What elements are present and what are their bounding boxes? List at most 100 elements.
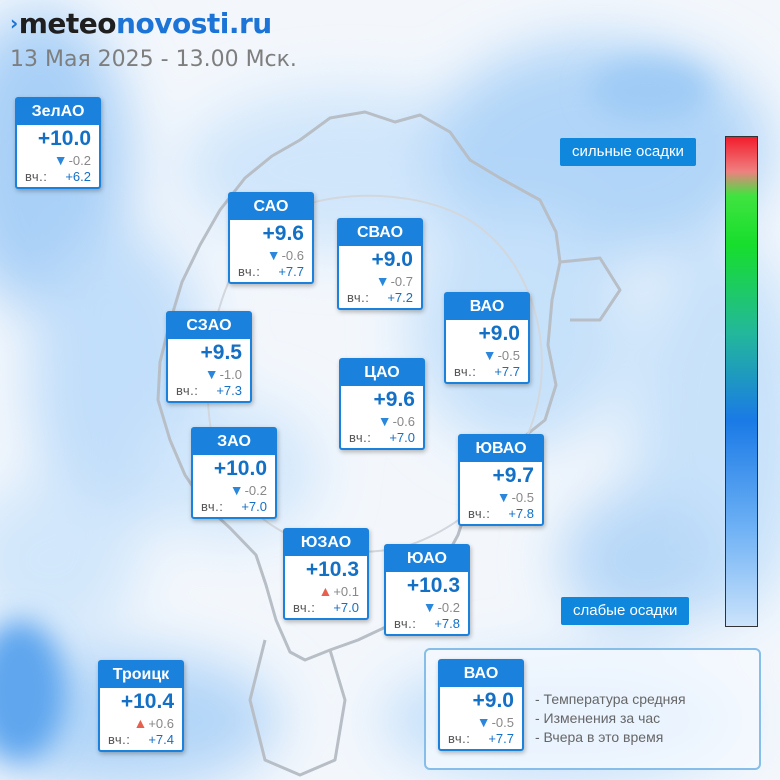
hourly-change: ▼-1.0: [168, 366, 250, 382]
hourly-change: ▼-0.2: [17, 152, 99, 168]
hourly-change: ▼-0.5: [446, 347, 528, 363]
up-arrow-icon: ▲: [133, 715, 148, 731]
yesterday-row: вч.: +7.8: [460, 505, 542, 524]
change-value: -0.6: [392, 414, 415, 429]
district-temp: +9.7: [492, 464, 534, 487]
yesterday-row: вч.: +7.4: [100, 731, 182, 750]
yesterday-row: вч.: +7.7: [446, 363, 528, 382]
legend-line-change: - Изменения за час: [535, 710, 661, 726]
yesterday-label: вч.:: [25, 169, 48, 184]
district-name: САО: [230, 194, 312, 220]
yesterday-label: вч.:: [201, 499, 224, 514]
hourly-change: ▲+0.1: [285, 583, 367, 599]
yesterday-label: вч.:: [238, 264, 261, 279]
yesterday-value: +7.0: [241, 499, 267, 514]
district-temp: +9.6: [373, 388, 415, 411]
logo-suffix: novosti.ru: [116, 7, 272, 40]
down-arrow-icon: ▼: [377, 413, 392, 429]
yesterday-row: вч.: +7.0: [193, 498, 275, 517]
district-name: СЗАО: [168, 313, 250, 339]
district-name: ВАО: [440, 661, 522, 687]
district-name: ЮВАО: [460, 436, 542, 462]
up-arrow-icon: ▲: [318, 583, 333, 599]
yesterday-label: вч.:: [176, 383, 199, 398]
district-card-svao: СВАО +9.0 ▼-0.7 вч.: +7.2: [337, 218, 423, 310]
yesterday-label: вч.:: [394, 616, 417, 631]
district-card-cao: ЦАО +9.6 ▼-0.6 вч.: +7.0: [339, 358, 425, 450]
change-value: -0.5: [497, 348, 520, 363]
legend-line-temp: - Температура средняя: [535, 691, 686, 707]
hourly-change: ▼-0.5: [440, 714, 522, 730]
district-name: ЮАО: [386, 546, 468, 572]
yesterday-row: вч.: +6.2: [17, 168, 99, 187]
precip-low-label: слабые осадки: [561, 597, 690, 625]
hourly-change: ▲+0.6: [100, 715, 182, 731]
down-arrow-icon: ▼: [422, 599, 437, 615]
yesterday-label: вч.:: [293, 600, 316, 615]
hourly-change: ▼-0.2: [193, 482, 275, 498]
district-card-troitsk: Троицк +10.4 ▲+0.6 вч.: +7.4: [98, 660, 184, 752]
district-card-yuzao: ЮЗАО +10.3 ▲+0.1 вч.: +7.0: [283, 528, 369, 620]
district-temp: +9.5: [200, 341, 242, 364]
yesterday-row: вч.: +7.8: [386, 615, 468, 634]
hourly-change: ▼-0.6: [341, 413, 423, 429]
change-value: -0.5: [511, 490, 534, 505]
district-card-zao: ЗАО +10.0 ▼-0.2 вч.: +7.0: [191, 427, 277, 519]
district-name: Троицк: [100, 662, 182, 688]
down-arrow-icon: ▼: [204, 366, 219, 382]
yesterday-row: вч.: +7.7: [440, 730, 522, 749]
yesterday-value: +7.0: [389, 430, 415, 445]
district-card-zelao: ЗелАО +10.0 ▼-0.2 вч.: +6.2: [15, 97, 101, 189]
site-logo[interactable]: ›meteonovosti.ru: [10, 6, 297, 41]
district-card-szao: СЗАО +9.5 ▼-1.0 вч.: +7.3: [166, 311, 252, 403]
header: ›meteonovosti.ru 13 Мая 2025 - 13.00 Мск…: [10, 6, 297, 72]
yesterday-value: +7.3: [216, 383, 242, 398]
change-value: -0.5: [491, 715, 514, 730]
district-card-sao: САО +9.6 ▼-0.6 вч.: +7.7: [228, 192, 314, 284]
yesterday-label: вч.:: [448, 731, 471, 746]
hourly-change: ▼-0.7: [339, 273, 421, 289]
district-card-yuvao: ЮВАО +9.7 ▼-0.5 вч.: +7.8: [458, 434, 544, 526]
logo-prefix: meteo: [18, 7, 117, 40]
change-value: -0.2: [437, 600, 460, 615]
legend-line-yesterday: - Вчера в это время: [535, 729, 664, 745]
map-datetime: 13 Мая 2025 - 13.00 Мск.: [10, 47, 297, 72]
district-name: СВАО: [339, 220, 421, 246]
legend-sample-card: ВАО +9.0 ▼-0.5 вч.: +7.7: [438, 659, 524, 751]
yesterday-row: вч.: +7.0: [285, 599, 367, 618]
district-temp: +10.3: [406, 574, 460, 597]
district-temp: +9.0: [371, 248, 413, 271]
yesterday-label: вч.:: [347, 290, 370, 305]
district-temp: +10.0: [213, 457, 267, 480]
down-arrow-icon: ▼: [266, 247, 281, 263]
district-temp: +10.0: [37, 127, 91, 150]
hourly-change: ▼-0.6: [230, 247, 312, 263]
change-value: -1.0: [219, 367, 242, 382]
yesterday-value: +7.7: [278, 264, 304, 279]
yesterday-label: вч.:: [454, 364, 477, 379]
change-value: -0.2: [68, 153, 91, 168]
precip-high-label: сильные осадки: [560, 138, 696, 166]
down-arrow-icon: ▼: [229, 482, 244, 498]
yesterday-row: вч.: +7.0: [341, 429, 423, 448]
yesterday-row: вч.: +7.2: [339, 289, 421, 308]
district-name: ЦАО: [341, 360, 423, 386]
district-temp: +9.6: [262, 222, 304, 245]
down-arrow-icon: ▼: [53, 152, 68, 168]
district-temp: +10.3: [305, 558, 359, 581]
yesterday-value: +6.2: [65, 169, 91, 184]
hourly-change: ▼-0.2: [386, 599, 468, 615]
legend-explanations: - Температура средняя - Изменения за час…: [535, 690, 686, 747]
yesterday-value: +7.8: [434, 616, 460, 631]
down-arrow-icon: ▼: [476, 714, 491, 730]
district-card-vao: ВАО +9.0 ▼-0.5 вч.: +7.7: [444, 292, 530, 384]
change-value: -0.2: [244, 483, 267, 498]
district-name: ЮЗАО: [285, 530, 367, 556]
down-arrow-icon: ▼: [375, 273, 390, 289]
logo-mark-icon: ›: [10, 11, 18, 35]
district-name: ВАО: [446, 294, 528, 320]
district-card-yuao: ЮАО +10.3 ▼-0.2 вч.: +7.8: [384, 544, 470, 636]
district-temp: +10.4: [120, 690, 174, 713]
hourly-change: ▼-0.5: [460, 489, 542, 505]
yesterday-value: +7.8: [508, 506, 534, 521]
